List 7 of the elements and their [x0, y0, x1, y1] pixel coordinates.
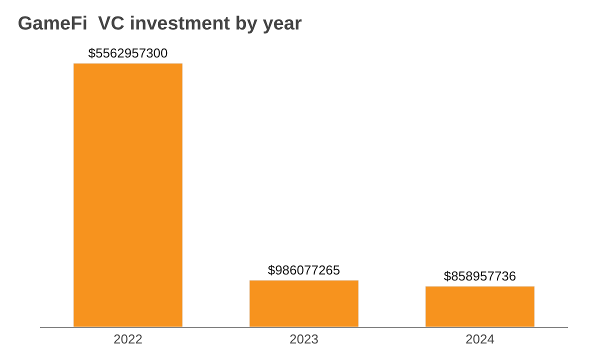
- x-tick-label: 2022: [114, 332, 142, 347]
- data-label: $986077265: [268, 262, 340, 278]
- x-tick-label: 2024: [466, 332, 494, 347]
- chart-title: GameFi VC investment by year: [18, 13, 302, 34]
- data-label: $5562957300: [88, 45, 168, 60]
- data-label: $858957736: [444, 268, 516, 284]
- x-tick-label: 2023: [290, 332, 318, 347]
